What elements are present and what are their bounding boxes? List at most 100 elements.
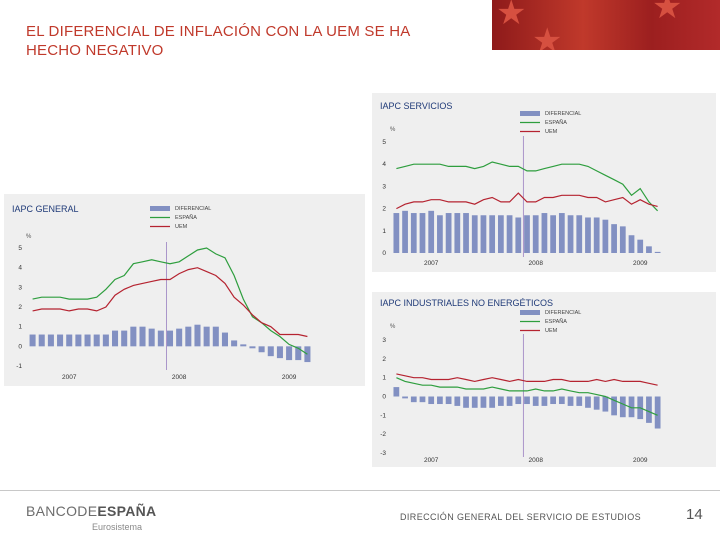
header-banner-image: ★ ★ ★ — [492, 0, 720, 50]
bar-diferencial — [585, 396, 591, 408]
bar-diferencial — [558, 396, 565, 405]
bar-diferencial — [567, 215, 574, 253]
bar-diferencial — [637, 239, 644, 253]
bar-diferencial — [75, 334, 82, 347]
y-tick-label: 2 — [382, 206, 386, 213]
bar-diferencial — [550, 215, 557, 253]
bar-diferencial — [611, 224, 617, 253]
bar-diferencial — [532, 396, 539, 406]
chart-general: IAPC GENERAL% DIFERENCIAL ESPAÑA UEM 5 4 3 2 1 0 -… — [12, 204, 311, 381]
star-icon: ★ — [652, 0, 683, 26]
bar-diferencial — [221, 332, 228, 347]
bar-diferencial — [428, 210, 435, 253]
x-tick-label: 2009 — [633, 457, 648, 464]
bar-diferencial — [176, 328, 183, 347]
bar-diferencial — [454, 396, 461, 406]
footer-divider — [0, 490, 720, 491]
legend-label: DIFERENCIAL — [545, 111, 581, 117]
legend-swatch-diferencial — [150, 206, 170, 211]
logo-bold: ESPAÑA — [97, 503, 157, 519]
series-line-espana — [396, 377, 658, 416]
x-tick-label: 2008 — [528, 457, 543, 464]
y-tick-label: 5 — [382, 139, 386, 146]
bar-diferencial — [166, 330, 174, 347]
bar-diferencial — [506, 215, 513, 253]
y-tick-label: -3 — [380, 450, 386, 457]
x-tick-label: 2008 — [528, 260, 543, 267]
bar-diferencial — [515, 396, 522, 405]
bar-diferencial — [628, 235, 635, 253]
y-tick-label: 0 — [382, 394, 386, 401]
series-line-uem — [396, 192, 658, 210]
legend-label: ESPAÑA — [545, 318, 567, 325]
series-line-uem — [396, 373, 658, 386]
y-tick-label: 2 — [18, 304, 22, 311]
bar-diferencial — [497, 396, 504, 406]
legend-label: UEM — [545, 328, 558, 334]
legend-label: UEM — [545, 129, 558, 135]
bar-diferencial — [437, 215, 443, 253]
legend-swatch-diferencial — [520, 310, 540, 315]
y-tick-label: 5 — [18, 245, 22, 252]
bar-diferencial — [84, 334, 91, 347]
department-name: DIRECCIÓN GENERAL DEL SERVICIO DE ESTUDI… — [400, 512, 642, 522]
chart-panel-industriales: IAPC INDUSTRIALES NO ENERGÉTICOS% DIFEREN… — [372, 292, 716, 467]
bank-logo: BANCODEESPAÑA — [26, 503, 156, 519]
bar-diferencial — [212, 326, 219, 347]
bar-diferencial — [286, 346, 293, 361]
bar-diferencial — [148, 328, 155, 347]
bar-diferencial — [304, 346, 311, 363]
bar-diferencial — [410, 213, 417, 253]
bar-diferencial — [267, 346, 274, 357]
bar-diferencial — [47, 334, 54, 347]
series-line-uem — [32, 267, 308, 338]
bar-diferencial — [506, 396, 513, 406]
bar-diferencial — [402, 210, 408, 253]
bar-diferencial — [157, 330, 164, 347]
chart-unit: % — [26, 234, 32, 240]
bar-diferencial — [489, 215, 496, 253]
y-tick-label: 3 — [382, 337, 386, 344]
chart-industriales: IAPC INDUSTRIALES NO ENERGÉTICOS% DIFEREN… — [380, 298, 661, 464]
bar-diferencial — [393, 213, 400, 253]
legend-label: ESPAÑA — [175, 214, 197, 221]
bar-diferencial — [463, 213, 469, 253]
bar-diferencial — [471, 215, 478, 253]
bar-diferencial — [437, 396, 443, 405]
bar-diferencial — [139, 326, 146, 347]
legend-label: DIFERENCIAL — [545, 310, 581, 316]
bar-diferencial — [593, 217, 600, 253]
x-tick-label: 2009 — [633, 260, 648, 267]
bar-diferencial — [419, 213, 426, 253]
bar-diferencial — [231, 340, 238, 347]
bar-diferencial — [602, 396, 609, 412]
bar-diferencial — [66, 334, 73, 347]
chart-panel-servicios: IAPC SERVICIOS% DIFERENCIAL ESPAÑA UEM 5 4 3 2 1… — [372, 93, 716, 272]
bar-diferencial — [57, 334, 64, 347]
chart-unit: % — [390, 127, 396, 133]
bar-diferencial — [497, 215, 504, 253]
bar-diferencial — [576, 215, 583, 253]
bar-diferencial — [249, 346, 256, 349]
bar-diferencial — [524, 396, 530, 405]
bar-diferencial — [602, 219, 609, 253]
bar-diferencial — [471, 396, 478, 408]
bar-diferencial — [619, 226, 626, 253]
bar-diferencial — [489, 396, 496, 408]
bar-diferencial — [532, 215, 539, 253]
bar-diferencial — [524, 215, 530, 253]
bar-diferencial — [567, 396, 574, 406]
series-line-espana — [396, 161, 659, 212]
bar-diferencial — [646, 396, 652, 423]
y-tick-label: 4 — [382, 161, 386, 168]
y-tick-label: 1 — [382, 375, 386, 382]
chart-servicios: IAPC SERVICIOS% DIFERENCIAL ESPAÑA UEM 5 4 3 2 1… — [380, 101, 661, 267]
bar-diferencial — [203, 326, 210, 347]
legend-label: DIFERENCIAL — [175, 206, 211, 212]
y-tick-label: 1 — [382, 228, 386, 235]
x-tick-label: 2009 — [282, 374, 297, 381]
chart-unit: % — [390, 324, 396, 330]
y-tick-label: 2 — [382, 356, 386, 363]
y-tick-label: -2 — [380, 431, 386, 438]
chart-title: IAPC SERVICIOS — [380, 101, 452, 111]
